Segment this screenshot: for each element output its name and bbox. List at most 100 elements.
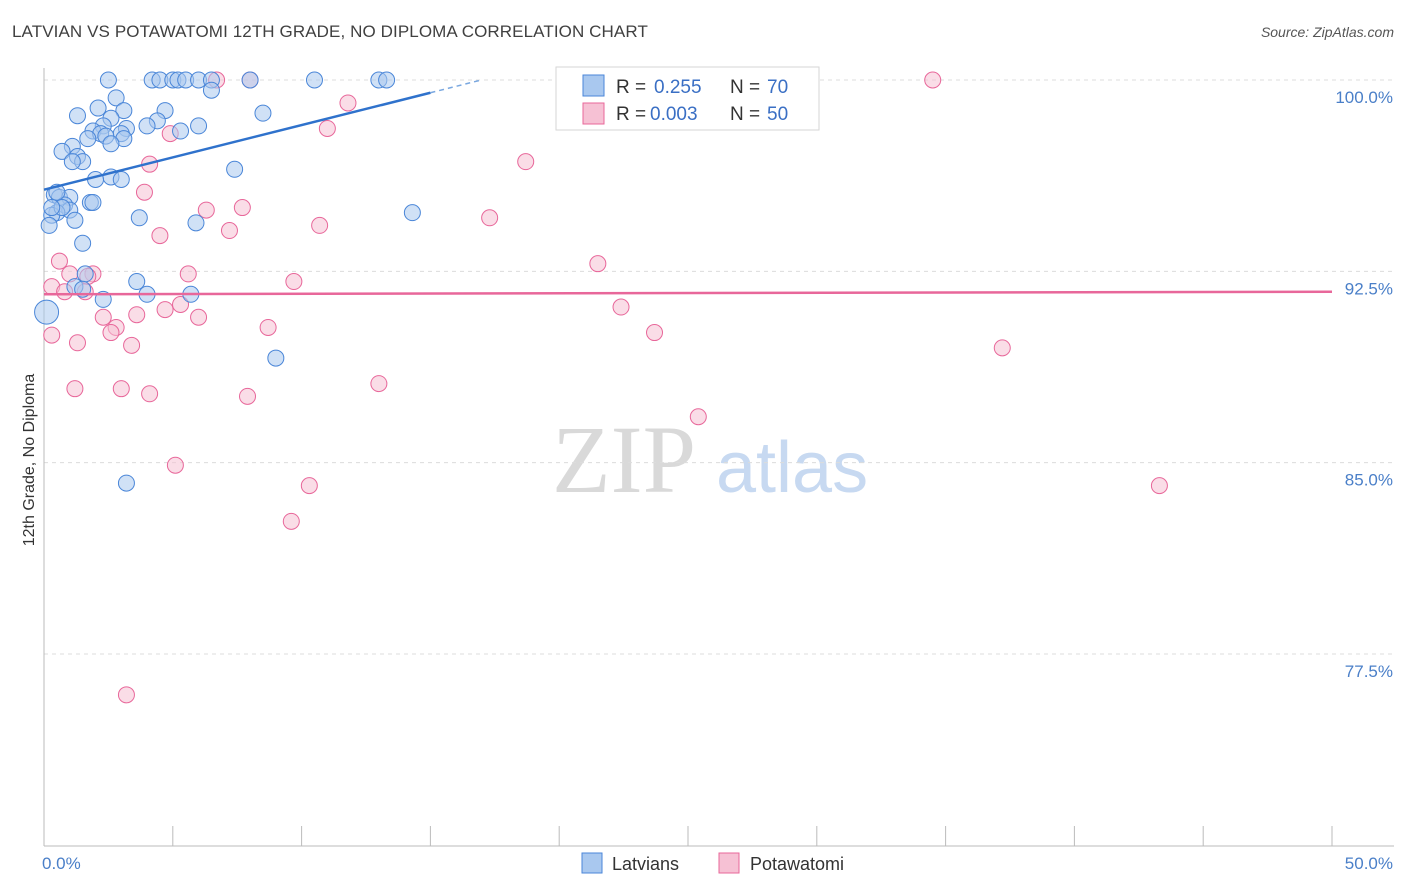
latvian-point-21 [138, 117, 156, 135]
potawatomi-point-49 [117, 686, 135, 704]
latvian-point-8 [241, 71, 259, 89]
potawatomi-point-37 [123, 336, 141, 354]
latvian-point-13 [107, 89, 125, 107]
legend-r-value-2: 0.003 [650, 104, 698, 125]
bottom-legend-label-latvians: Latvians [612, 854, 679, 874]
latvian-point-52 [130, 209, 148, 227]
legend-n-value-1: 70 [767, 77, 788, 98]
latvian-point-32 [102, 135, 120, 153]
bottom-legend-swatch-latvians [581, 852, 603, 874]
latvian-trend-extension [430, 79, 483, 94]
potawatomi-point-42 [141, 385, 159, 403]
chart-title: LATVIAN VS POTAWATOMI 12TH GRADE, NO DIP… [12, 22, 648, 41]
bottom-legend-swatch-potawatomi [718, 852, 740, 874]
latvian-point-57 [74, 234, 92, 252]
potawatomi-point-47 [1150, 477, 1168, 495]
potawatomi-point-36 [68, 334, 86, 352]
trend-lines [43, 79, 1333, 296]
potawatomi-point-28 [128, 306, 146, 324]
latvian-point-17 [254, 104, 272, 122]
latvian-point-26 [172, 122, 190, 140]
potawatomi-point-43 [239, 387, 257, 405]
y-tick-label-1: 92.5% [1345, 279, 1393, 298]
bottom-legend-label-potawatomi: Potawatomi [750, 854, 844, 874]
y-tick-label-0: 100.0% [1335, 88, 1393, 107]
potawatomi-point-15 [50, 252, 68, 270]
potawatomi-point-12 [311, 216, 329, 234]
potawatomi-point-46 [300, 477, 318, 495]
x-tick-label-0: 0.0% [42, 854, 81, 873]
potawatomi-point-3 [339, 94, 357, 112]
axes [43, 68, 1394, 847]
potawatomi-points [43, 71, 1168, 704]
latvian-point-40 [112, 170, 130, 188]
legend-r-value-1: 0.255 [654, 77, 702, 98]
latvian-point-58 [76, 265, 94, 283]
potawatomi-point-26 [612, 298, 630, 316]
latvian-point-53 [403, 204, 421, 222]
potawatomi-point-19 [179, 265, 197, 283]
latvian-point-37 [63, 153, 81, 171]
potawatomi-point-45 [166, 456, 184, 474]
potawatomi-point-38 [993, 339, 1011, 357]
potawatomi-point-4 [318, 119, 336, 137]
y-tick-label-3: 77.5% [1345, 662, 1393, 681]
latvian-trend-line [43, 91, 431, 191]
potawatomi-point-29 [190, 308, 208, 326]
tick-labels: 100.0% 92.5% 85.0% 77.5% 0.0% 50.0% [42, 88, 1393, 873]
potawatomi-point-14 [151, 227, 169, 245]
latvian-point-15 [115, 102, 133, 120]
latvian-point-45 [84, 193, 102, 211]
latvian-point-12 [202, 81, 220, 99]
legend-swatch-potawatomi [582, 102, 605, 125]
potawatomi-point-21 [285, 273, 303, 291]
potawatomi-point-2 [924, 71, 942, 89]
latvian-point-0 [99, 71, 117, 89]
source-label: Source: ZipAtlas.com [1260, 24, 1394, 40]
legend-r-label-1: R = [616, 77, 646, 98]
potawatomi-point-9 [197, 201, 215, 219]
latvian-point-51 [43, 199, 61, 217]
latvian-point-65 [267, 349, 285, 367]
legend-swatch-latvians [582, 74, 605, 97]
potawatomi-point-34 [102, 324, 120, 342]
legend-n-label-1: N = [730, 77, 760, 98]
latvian-point-54 [187, 214, 205, 232]
latvian-point-59 [128, 273, 146, 291]
watermark-atlas: atlas [716, 428, 868, 508]
potawatomi-trend-line [43, 290, 1333, 296]
latvian-point-34 [53, 142, 71, 160]
potawatomi-point-11 [481, 209, 499, 227]
latvian-point-22 [190, 117, 208, 135]
potawatomi-point-33 [646, 324, 664, 342]
potawatomi-point-6 [517, 153, 535, 171]
potawatomi-point-27 [156, 301, 174, 319]
latvian-point-18 [68, 107, 86, 125]
potawatomi-point-25 [172, 295, 190, 313]
watermark-zip: ZIP [552, 406, 696, 513]
potawatomi-point-48 [282, 512, 300, 530]
potawatomi-point-35 [43, 326, 61, 344]
latvian-point-29 [79, 130, 97, 148]
latvian-point-69 [87, 170, 105, 188]
potawatomi-point-13 [220, 222, 238, 240]
potawatomi-point-30 [94, 308, 112, 326]
grid-lines [44, 79, 1394, 655]
potawatomi-point-44 [689, 408, 707, 426]
latvian-point-38 [226, 160, 244, 178]
legend-r-label-2: R = [616, 104, 646, 125]
potawatomi-point-41 [112, 380, 130, 398]
latvian-point-64 [34, 299, 60, 325]
bottom-legend: Latvians Potawatomi [581, 852, 844, 874]
x-tick-label-1: 50.0% [1345, 854, 1393, 873]
latvian-point-14 [89, 99, 107, 117]
legend-n-label-2: N = [730, 104, 760, 125]
latvian-point-9 [305, 71, 323, 89]
latvian-point-55 [66, 211, 84, 229]
legend-box: R = 0.255 N = 70 R = 0.003 N = 50 [555, 66, 820, 131]
y-tick-label-2: 85.0% [1345, 471, 1393, 490]
latvian-point-11 [378, 71, 396, 89]
potawatomi-point-40 [66, 380, 84, 398]
potawatomi-point-16 [589, 255, 607, 273]
